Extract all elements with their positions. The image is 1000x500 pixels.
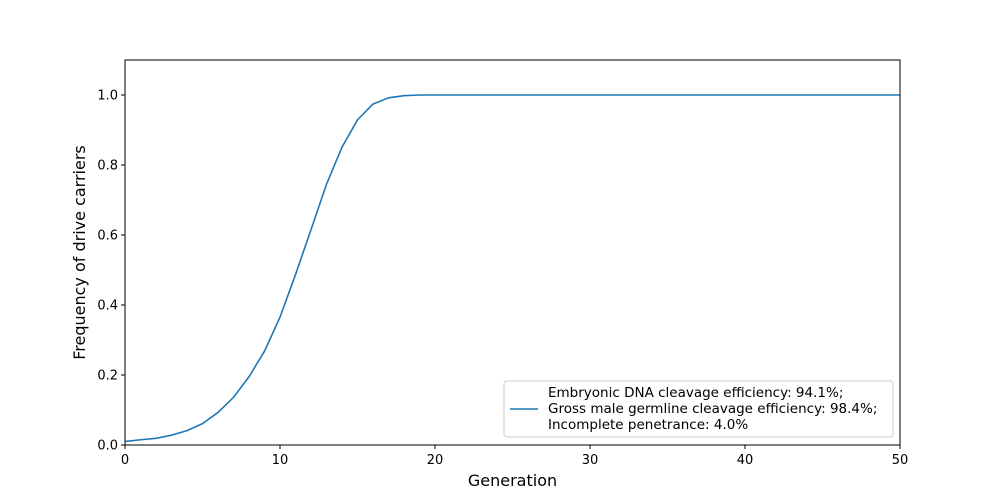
y-tick-label: 0.2 <box>97 369 118 384</box>
plot-frame <box>124 59 901 446</box>
legend-label: Incomplete penetrance: 4.0% <box>548 417 748 433</box>
legend-label: Embryonic DNA cleavage efficiency: 94.1%… <box>548 385 843 401</box>
x-axis-ticks: 0 10 20 30 40 50 <box>121 445 908 468</box>
y-tick-label: 0.0 <box>97 439 118 454</box>
y-tick-label: 0.8 <box>97 159 118 174</box>
y-axis-ticks: 0.0 0.2 0.4 0.6 0.8 1.0 <box>97 89 125 454</box>
y-axis-label: Frequency of drive carriers <box>70 145 89 360</box>
y-tick-label: 0.6 <box>97 229 118 244</box>
x-tick-label: 10 <box>272 453 289 468</box>
x-axis-label: Generation <box>468 471 557 490</box>
x-tick-label: 0 <box>121 453 129 468</box>
x-tick-label: 30 <box>582 453 599 468</box>
plot-lines <box>124 94 900 443</box>
series-line <box>124 94 900 443</box>
x-tick-label: 20 <box>427 453 444 468</box>
y-tick-label: 1.0 <box>97 89 118 104</box>
legend-box <box>503 380 894 438</box>
y-tick-label: 0.4 <box>97 299 118 314</box>
x-tick-label: 40 <box>737 453 754 468</box>
x-tick-label: 50 <box>892 453 909 468</box>
legend: Embryonic DNA cleavage efficiency: 94.1%… <box>503 380 894 438</box>
legend-label: Gross male germline cleavage efficiency:… <box>548 401 877 417</box>
